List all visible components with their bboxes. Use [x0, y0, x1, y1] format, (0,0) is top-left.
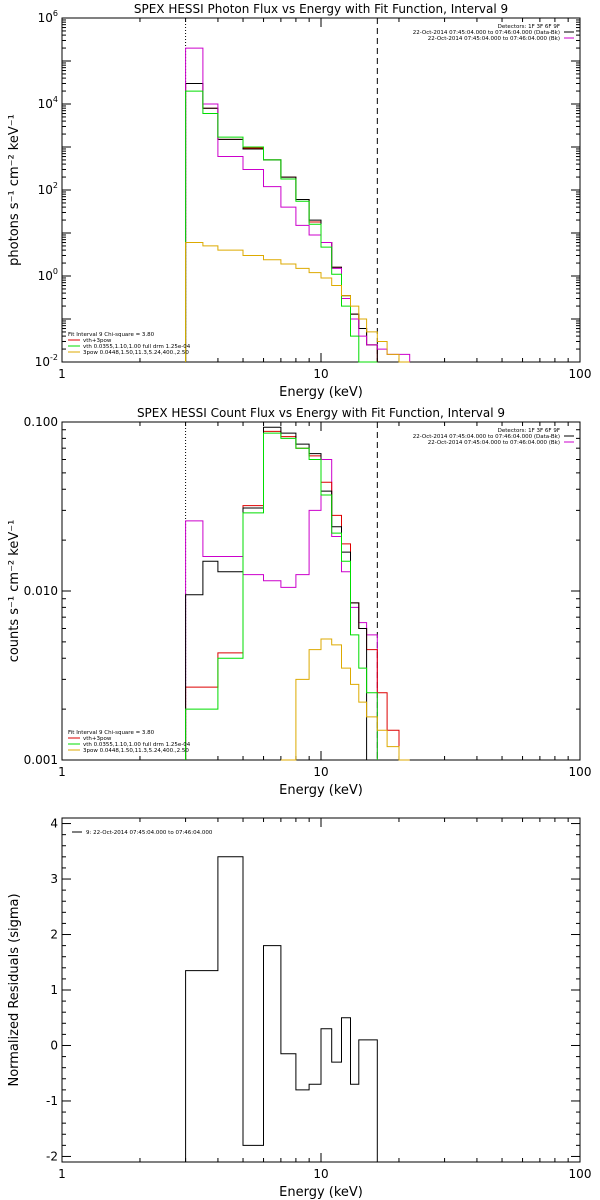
series-vth-3pow [185, 430, 410, 761]
plot-frame [61, 817, 581, 1163]
series-bk [185, 459, 378, 760]
plot-frame [61, 17, 581, 363]
legend-entry: 22-Oct-2014 07:45:04.000 to 07:46:04.000… [413, 30, 560, 36]
x-axis-label: Energy (keV) [279, 1185, 363, 1200]
legend-entry: 3pow 0.0448,1.50,11.3,5.24,400.,2.50 [83, 350, 189, 356]
x-tick-label: 1 [58, 1167, 66, 1181]
x-tick-label: 10 [313, 367, 328, 381]
y-tick-label: 0.100 [24, 415, 58, 429]
legend-entry: vth 0.0355,1.10,1.00 full drm 1.25e-04 [83, 742, 191, 748]
y-tick-label: 0.010 [24, 584, 58, 598]
y-tick-label: -1 [46, 1094, 58, 1108]
x-tick-label: 100 [569, 1167, 592, 1181]
chart-title: SPEX HESSI Photon Flux vs Energy with Fi… [134, 2, 508, 16]
legend-entry: 22-Oct-2014 07:45:04.000 to 07:46:04.000… [428, 36, 560, 42]
y-tick-label: -2 [46, 1149, 58, 1163]
y-axis-label: counts s⁻¹ cm⁻² keV⁻¹ [7, 520, 22, 663]
legend-entry: Detectors: 1F 3F 6F 9F [498, 428, 560, 434]
chart-1: SPEX HESSI Photon Flux vs Energy with Fi… [7, 2, 591, 400]
y-tick-label: 1 [50, 983, 58, 997]
y-tick-label: 106 [38, 9, 58, 25]
series-3pow [185, 242, 410, 363]
legend-entry: 9: 22-Oct-2014 07:45:04.000 to 07:46:04.… [86, 830, 213, 836]
y-axis-label: Normalized Residuals (sigma) [7, 893, 22, 1086]
series-3pow [280, 638, 410, 761]
x-tick-label: 10 [313, 1167, 328, 1181]
legend-entry: vth+3pow [83, 338, 112, 344]
x-tick-label: 1 [58, 367, 66, 381]
x-tick-label: 1 [58, 765, 66, 779]
y-tick-label: 2 [50, 928, 58, 942]
x-axis-label: Energy (keV) [279, 385, 363, 400]
chart-3: 1 10 100 -2 -1 0 1 2 3 4 Energy (keV) Normalized Re… [7, 817, 591, 1200]
legend-entry: vth+3pow [83, 736, 112, 742]
legend-entry: 22-Oct-2014 07:45:04.000 to 07:46:04.000… [428, 440, 560, 446]
y-tick-label: 3 [50, 872, 58, 886]
legend-entry: 22-Oct-2014 07:45:04.000 to 07:46:04.000… [413, 434, 560, 440]
y-tick-label: 0.001 [24, 753, 58, 767]
series-bk [185, 47, 411, 362]
series-vth [185, 90, 378, 363]
y-tick-label: 104 [38, 95, 58, 111]
x-axis-label: Energy (keV) [279, 783, 363, 798]
series-vth-3pow [185, 83, 378, 362]
series-data-bk [185, 83, 378, 362]
y-tick-label: 100 [38, 267, 58, 283]
series-9-22-oct-2014-07-45-04-000-to-07-46-04-000 [185, 856, 378, 1162]
legend-entry: Fit Interval 9 Chi-square = 3.80 [68, 730, 155, 736]
legend-entry: 3pow 0.0448,1.50,11.3,5.24,400.,2.50 [83, 748, 189, 754]
series-vth [185, 432, 378, 760]
chart-title: SPEX HESSI Count Flux vs Energy with Fit… [137, 406, 505, 420]
x-tick-label: 10 [313, 765, 328, 779]
y-tick-label: 0 [50, 1038, 58, 1052]
legend-entry: Detectors: 1F 3F 6F 9F [498, 24, 560, 30]
x-tick-label: 100 [569, 765, 592, 779]
chart-2: SPEX HESSI Count Flux vs Energy with Fit… [7, 406, 591, 798]
series-data-bk [185, 426, 368, 760]
y-tick-label: 102 [38, 181, 58, 197]
legend-entry: vth 0.0355,1.10,1.00 full drm 1.25e-04 [83, 344, 191, 350]
y-tick-label: 4 [50, 817, 58, 831]
y-tick-label: 10-2 [35, 353, 58, 369]
y-axis-label: photons s⁻¹ cm⁻² keV⁻¹ [7, 114, 22, 266]
x-tick-label: 100 [569, 367, 592, 381]
legend-entry: Fit Interval 9 Chi-square = 3.80 [68, 332, 155, 338]
